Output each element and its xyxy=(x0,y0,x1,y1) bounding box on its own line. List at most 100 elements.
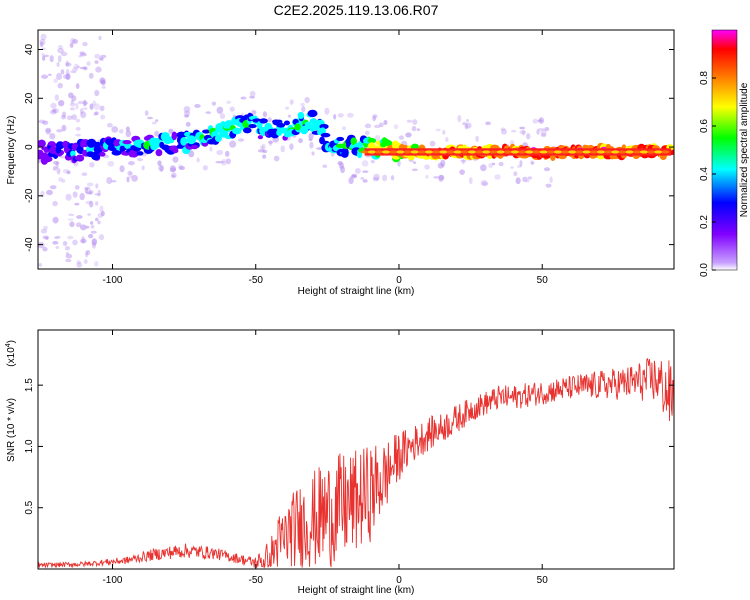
spectrogram-noise-speck xyxy=(99,105,105,112)
spectrogram-noise-speck xyxy=(60,69,65,75)
spectrogram-tone-cell xyxy=(582,150,591,154)
spectrogram-noise-speck xyxy=(49,132,56,140)
spectrogram-tone-cell xyxy=(532,150,541,154)
spectrogram-tone-cell xyxy=(382,150,391,154)
spectrogram-noise-speck xyxy=(324,107,330,115)
spectrogram-noise-speck xyxy=(500,127,506,131)
spectrogram-noise-speck xyxy=(39,38,46,46)
spectrogram-noise-speck xyxy=(260,145,264,150)
spectrogram-noise-speck xyxy=(545,183,552,188)
spectrogram-noise-speck xyxy=(99,77,106,84)
spectrogram-noise-speck xyxy=(100,210,105,217)
spectrogram-noise-speck xyxy=(540,133,547,138)
spectrogram-noise-speck xyxy=(229,106,235,112)
spectrogram-marks xyxy=(38,33,674,268)
spectrogram-noise-speck xyxy=(519,126,526,130)
spectrogram-cell xyxy=(172,148,179,154)
spectrogram-noise-speck xyxy=(127,170,133,176)
spectrogram-noise-speck xyxy=(52,240,59,245)
spectrogram-noise-speck xyxy=(54,94,59,101)
spectrogram-cell xyxy=(111,149,122,156)
spectrogram-noise-speck xyxy=(529,160,535,165)
spectrogram-noise-speck xyxy=(216,149,224,156)
spectrogram-noise-speck xyxy=(92,100,96,106)
spectrogram-ytick-label: -20 xyxy=(24,188,35,203)
spectrogram-noise-speck xyxy=(287,114,291,118)
spectrogram-noise-speck xyxy=(99,57,105,62)
spectrogram-noise-speck xyxy=(53,108,60,114)
spectrogram-noise-speck xyxy=(58,177,63,182)
spectrogram-noise-speck xyxy=(40,228,48,234)
snr-ytick-label: 1.5 xyxy=(24,378,35,392)
spectrogram-noise-speck xyxy=(57,44,63,50)
spectrogram-tone-cell xyxy=(589,150,598,154)
spectrogram-noise-speck xyxy=(460,159,467,163)
spectrogram-noise-speck xyxy=(61,124,67,132)
spectrogram-noise-speck xyxy=(92,242,96,249)
spectrogram-noise-speck xyxy=(88,189,94,195)
spectrogram-noise-speck xyxy=(372,115,377,122)
spectrogram-noise-speck xyxy=(405,132,412,138)
spectrogram-noise-speck xyxy=(171,172,177,179)
spectrogram-noise-speck xyxy=(468,176,473,185)
spectrogram-noise-speck xyxy=(101,85,106,89)
spectrogram-noise-speck xyxy=(71,114,78,121)
spectrogram-noise-speck xyxy=(99,205,104,213)
spectrogram-noise-speck xyxy=(100,114,106,120)
spectrogram-tone-cell xyxy=(468,150,477,154)
spectrogram-noise-speck xyxy=(521,129,526,136)
spectrogram-noise-speck xyxy=(98,57,104,61)
spectrogram-noise-speck xyxy=(90,230,97,234)
spectrogram-tone-cell xyxy=(625,150,634,154)
spectrogram-noise-speck xyxy=(88,72,94,79)
spectrogram-noise-speck xyxy=(99,79,106,84)
spectrogram-noise-speck xyxy=(440,159,446,167)
spectrogram-tone-cell xyxy=(596,150,605,154)
spectrogram-cell xyxy=(350,137,357,146)
spectrogram-noise-speck xyxy=(75,126,81,131)
spectrogram-noise-speck xyxy=(525,179,530,183)
spectrogram-noise-speck xyxy=(465,122,472,129)
spectrogram-cell xyxy=(312,120,318,127)
spectrogram-noise-speck xyxy=(170,167,176,172)
spectrogram-noise-speck xyxy=(80,52,87,57)
spectrogram-noise-speck xyxy=(85,200,93,205)
spectrogram-cell xyxy=(232,127,242,135)
snr-ticks: -100 -50 0 50 0.5 1.0 1.5 xyxy=(24,330,674,586)
spectrogram-xtick-label: -50 xyxy=(249,275,264,286)
spectrogram-noise-speck xyxy=(374,135,381,141)
spectrogram-noise-speck xyxy=(438,174,444,183)
spectrogram-noise-speck xyxy=(90,224,95,229)
spectrogram-noise-speck xyxy=(360,176,365,180)
spectrogram-noise-speck xyxy=(543,167,551,172)
spectrogram-noise-speck xyxy=(76,262,83,268)
spectrogram-noise-speck xyxy=(42,246,48,252)
spectrogram-noise-speck xyxy=(498,161,504,167)
spectrogram-tone-cell xyxy=(611,150,620,154)
spectrogram-noise-speck xyxy=(178,166,186,171)
spectrogram-noise-speck xyxy=(218,160,226,164)
spectrogram-noise-speck xyxy=(225,158,231,165)
spectrogram-noise-speck xyxy=(525,133,531,140)
spectrogram-noise-speck xyxy=(74,185,80,190)
spectrogram-tone-cell xyxy=(511,150,519,154)
spectrogram-cell xyxy=(283,120,290,126)
snr-exponent: (x104) xyxy=(5,340,17,367)
spectrogram-cell xyxy=(153,142,162,148)
spectrogram-noise-speck xyxy=(54,235,62,239)
spectrogram-noise-speck xyxy=(480,164,487,172)
spectrogram-noise-speck xyxy=(57,55,62,63)
spectrogram-noise-speck xyxy=(382,174,388,182)
spectrogram-noise-speck xyxy=(457,115,462,123)
spectrogram-noise-speck xyxy=(94,89,100,97)
spectrogram-noise-speck xyxy=(72,191,78,198)
spectrogram-noise-speck xyxy=(298,138,303,144)
spectrogram-noise-speck xyxy=(85,225,90,229)
spectrogram-noise-speck xyxy=(75,133,81,137)
spectrogram-noise-speck xyxy=(536,128,540,135)
spectrogram-tone-cell xyxy=(546,150,555,154)
snr-series-line xyxy=(38,357,674,569)
colorbar-tick-label: 0.4 xyxy=(699,167,710,181)
spectrogram-noise-speck xyxy=(411,126,417,132)
